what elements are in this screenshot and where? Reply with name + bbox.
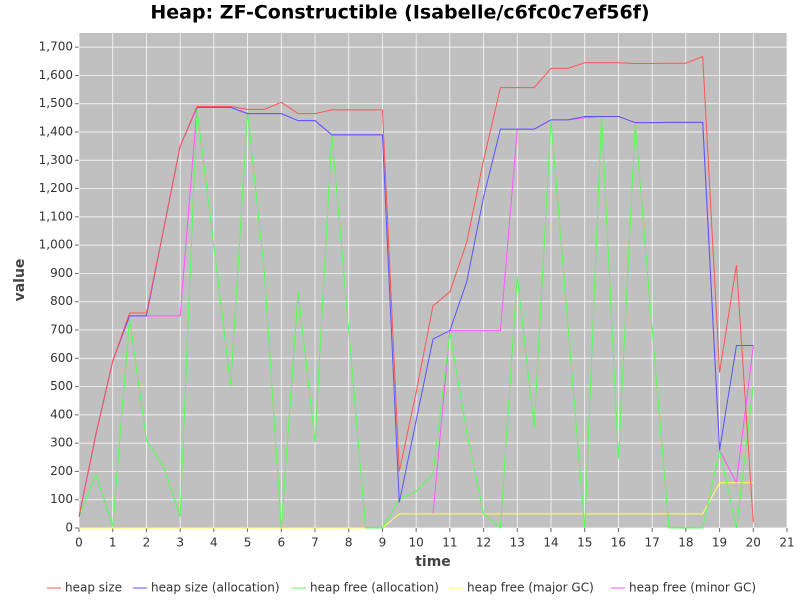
legend-label: heap size (allocation) bbox=[151, 581, 280, 595]
y-tick-label: 500 bbox=[50, 379, 73, 393]
x-tick-label: 14 bbox=[543, 536, 558, 550]
y-tick-label: 100 bbox=[50, 492, 73, 506]
y-tick-label: 1,600 bbox=[39, 68, 73, 82]
legend-label: heap free (major GC) bbox=[467, 581, 594, 595]
y-tick-label: 1,500 bbox=[39, 96, 73, 110]
x-tick-label: 13 bbox=[510, 536, 525, 550]
y-tick-label: 1,000 bbox=[39, 238, 73, 252]
x-axis-label: time bbox=[415, 554, 451, 570]
y-tick-label: 1,700 bbox=[39, 40, 73, 54]
x-tick-label: 7 bbox=[311, 536, 319, 550]
x-tick-label: 3 bbox=[176, 536, 184, 550]
series-line bbox=[79, 482, 754, 529]
x-tick-label: 15 bbox=[577, 536, 592, 550]
y-tick-label: 1,400 bbox=[39, 125, 73, 139]
x-tick-label: 10 bbox=[409, 536, 424, 550]
x-tick-label: 19 bbox=[712, 536, 727, 550]
chart-title: Heap: ZF-Constructible (Isabelle/c6fc0c7… bbox=[150, 2, 649, 24]
x-tick-label: 21 bbox=[779, 536, 794, 550]
y-tick-label: 600 bbox=[50, 351, 73, 365]
y-tick-label: 300 bbox=[50, 436, 73, 450]
x-tick-label: 11 bbox=[442, 536, 457, 550]
y-tick-label: 0 bbox=[65, 521, 73, 535]
x-tick-label: 5 bbox=[244, 536, 252, 550]
x-tick-label: 18 bbox=[678, 536, 693, 550]
y-tick-label: 1,200 bbox=[39, 181, 73, 195]
x-tick-label: 6 bbox=[277, 536, 285, 550]
legend-label: heap size bbox=[65, 581, 122, 595]
y-tick-label: 200 bbox=[50, 464, 73, 478]
x-tick-label: 8 bbox=[345, 536, 353, 550]
x-tick-label: 16 bbox=[611, 536, 626, 550]
series-line bbox=[78, 109, 754, 530]
y-tick-label: 1,100 bbox=[39, 209, 73, 223]
y-tick-label: 800 bbox=[50, 294, 73, 308]
plot-area bbox=[79, 33, 787, 528]
x-tick-label: 4 bbox=[210, 536, 218, 550]
x-tick-label: 9 bbox=[379, 536, 387, 550]
x-tick-label: 1 bbox=[109, 536, 117, 550]
y-axis-label: value bbox=[12, 259, 28, 302]
y-tick-label: 900 bbox=[50, 266, 73, 280]
legend-label: heap free (allocation) bbox=[310, 581, 439, 595]
x-tick-label: 17 bbox=[645, 536, 660, 550]
x-tick-label: 0 bbox=[75, 536, 83, 550]
series-line bbox=[78, 55, 754, 523]
y-tick-label: 400 bbox=[50, 407, 73, 421]
legend-label: heap free (minor GC) bbox=[629, 581, 756, 595]
y-tick-label: 1,300 bbox=[39, 153, 73, 167]
x-tick-label: 12 bbox=[476, 536, 491, 550]
x-tick-label: 20 bbox=[746, 536, 761, 550]
y-tick-label: 700 bbox=[50, 323, 73, 337]
x-tick-label: 2 bbox=[143, 536, 151, 550]
